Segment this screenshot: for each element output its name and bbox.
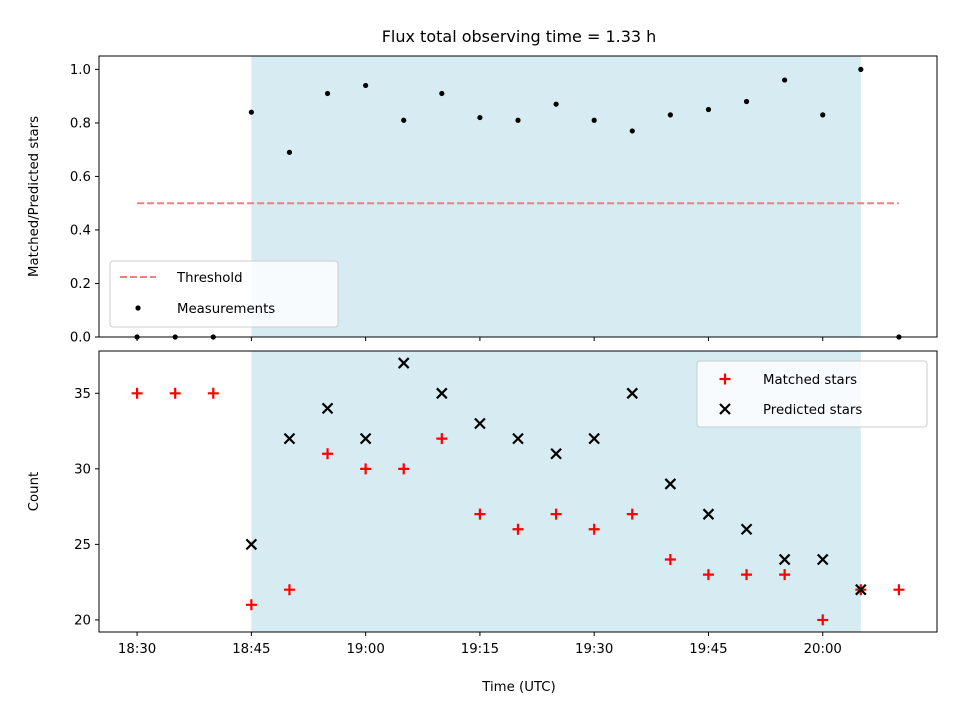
data-point-measurements	[553, 101, 559, 107]
data-point-measurements	[363, 82, 369, 89]
y-axis-label: Matched/Predicted stars	[27, 116, 42, 277]
y-tick-label: 1.0	[70, 63, 91, 78]
data-point-measurements	[401, 117, 407, 123]
legend-predicted-stars-swatch	[719, 403, 731, 415]
x-tick-label: 19:30	[575, 642, 613, 657]
series-measurements	[134, 66, 902, 340]
data-point-predicted-stars	[436, 387, 448, 400]
data-point-matched-stars	[779, 569, 791, 581]
data-point-measurements	[782, 77, 788, 83]
data-point-predicted-stars	[359, 432, 372, 445]
x-tick-label: 18:30	[118, 642, 156, 657]
data-point-predicted-stars	[245, 538, 258, 551]
data-point-measurements	[705, 106, 712, 113]
data-point-matched-stars	[550, 508, 562, 520]
data-point-predicted-stars	[702, 508, 715, 520]
y-tick-label: 35	[74, 387, 91, 402]
data-point-matched-stars	[741, 569, 753, 581]
chart-title: Flux total observing time = 1.33 h	[382, 27, 657, 46]
series-matched-stars	[131, 387, 905, 626]
data-point-measurements	[820, 112, 826, 118]
x-tick-label: 20:00	[804, 642, 842, 657]
plot-frame	[98, 55, 938, 338]
data-point-predicted-stars	[474, 417, 486, 430]
data-point-matched-stars	[398, 463, 410, 475]
data-point-measurements	[858, 66, 864, 72]
x-tick-label: 19:00	[346, 642, 384, 657]
data-point-predicted-stars	[626, 387, 639, 400]
data-point-predicted-stars	[664, 478, 677, 490]
data-point-matched-stars	[817, 614, 829, 626]
x-axis-label: Time (UTC)	[481, 680, 556, 695]
data-point-matched-stars	[360, 463, 372, 475]
data-point-measurements	[515, 117, 521, 123]
data-point-predicted-stars	[740, 523, 753, 536]
y-tick-label: 20	[74, 613, 91, 628]
data-point-predicted-stars	[283, 432, 296, 445]
data-point-matched-stars	[436, 433, 448, 445]
data-point-measurements	[477, 114, 483, 121]
data-point-predicted-stars	[588, 432, 600, 445]
data-point-matched-stars	[474, 508, 486, 520]
data-point-predicted-stars	[321, 402, 334, 415]
data-point-predicted-stars	[855, 583, 867, 596]
data-point-matched-stars	[588, 523, 600, 535]
legend: Matched stars Predicted stars	[696, 360, 928, 428]
count-panel: 20 25 30 35 18:30 18:45 19:00 19:15 19:30 19:45 20…	[27, 350, 938, 657]
data-point-matched-stars	[207, 387, 219, 399]
data-point-measurements	[743, 98, 750, 105]
y-tick-label: 25	[74, 538, 91, 553]
ratio-panel: 0.0 0.2 0.4 0.6 0.8 1.0 Matched/Predicted star…	[27, 55, 938, 346]
data-point-predicted-stars	[816, 553, 829, 566]
y-tick-label: 0.4	[70, 223, 91, 238]
legend: Threshold Measurements	[109, 260, 339, 328]
y-tick-label: 0.2	[70, 277, 91, 292]
legend-measurements-swatch	[135, 305, 141, 311]
legend-label-matched-stars: Matched stars	[763, 373, 857, 388]
data-point-matched-stars	[512, 523, 524, 535]
data-point-matched-stars	[893, 584, 905, 596]
data-point-predicted-stars	[550, 447, 562, 460]
y-axis-label: Count	[27, 472, 42, 512]
data-point-measurements	[324, 90, 331, 97]
legend-box	[109, 260, 339, 328]
y-tick-label: 0.6	[70, 170, 91, 185]
x-tick-label: 19:45	[689, 642, 727, 657]
legend-matched-stars-swatch	[719, 373, 731, 385]
data-point-matched-stars	[169, 387, 181, 399]
data-point-predicted-stars	[778, 553, 791, 566]
legend-label-measurements: Measurements	[177, 302, 275, 317]
data-point-measurements	[667, 112, 673, 118]
legend-box	[696, 360, 928, 428]
data-point-matched-stars	[131, 387, 143, 399]
data-point-matched-stars	[626, 508, 638, 520]
data-point-matched-stars	[322, 448, 334, 460]
plot-frame	[98, 350, 938, 633]
data-point-measurements	[248, 109, 254, 115]
data-point-measurements	[439, 90, 445, 97]
data-point-matched-stars	[245, 599, 257, 611]
data-point-matched-stars	[702, 569, 714, 581]
data-point-matched-stars	[664, 553, 676, 565]
y-tick-label: 0.0	[70, 331, 91, 346]
observing-window-band	[251, 56, 861, 337]
data-point-measurements	[629, 128, 635, 134]
data-point-predicted-stars	[512, 432, 524, 445]
x-tick-label: 19:15	[461, 642, 499, 657]
data-point-measurements	[286, 149, 293, 155]
x-tick-label: 18:45	[232, 642, 270, 657]
data-point-predicted-stars	[397, 357, 410, 369]
data-point-measurements	[591, 117, 597, 123]
legend-label-predicted-stars: Predicted stars	[763, 403, 862, 418]
y-tick-label: 0.8	[70, 116, 91, 131]
data-point-matched-stars	[283, 584, 295, 596]
legend-label-threshold: Threshold	[176, 271, 243, 286]
series-predicted-stars	[245, 357, 867, 596]
y-tick-label: 30	[74, 462, 91, 477]
